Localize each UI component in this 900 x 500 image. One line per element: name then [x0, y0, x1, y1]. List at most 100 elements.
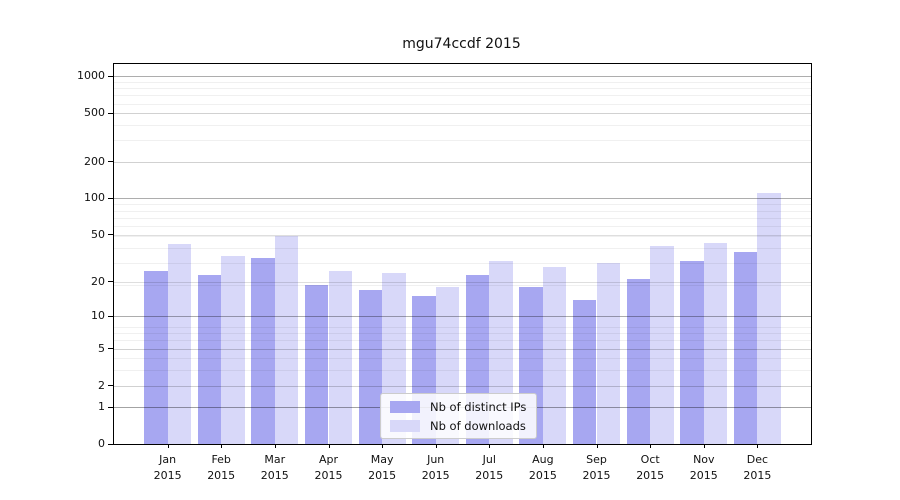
legend-label-downloads: Nb of downloads: [430, 418, 526, 433]
gridline-minor: [114, 348, 811, 350]
bar-downloads-mar: [274, 235, 299, 444]
bar-ips-mar: [251, 257, 275, 444]
x-tick-label-feb: Feb 2015: [191, 452, 251, 484]
x-tick-year: 2015: [421, 469, 450, 482]
bar-downloads-feb: [221, 256, 245, 444]
bar-downloads-sep: [596, 262, 621, 444]
bar-downloads-nov: [703, 242, 728, 444]
x-tick-label-apr: Apr 2015: [299, 452, 359, 484]
y-tick-mark-20: [108, 281, 113, 283]
x-tick-label-mar: Mar 2015: [245, 452, 305, 484]
y-tick-label-500: 500: [84, 106, 105, 120]
x-tick-year: 2015: [743, 469, 772, 482]
y-tick-mark-5: [108, 348, 113, 350]
gridline-minor: [114, 333, 811, 335]
x-tick-month: May: [370, 453, 394, 466]
x-tick-mark-aug: [542, 444, 544, 448]
gridline-minor: [114, 95, 811, 97]
x-tick-label-jan: Jan 2015: [138, 452, 198, 484]
y-tick-label-50: 50: [91, 227, 105, 241]
gridline-20: [114, 281, 811, 283]
x-tick-mark-jan: [167, 444, 169, 448]
legend-swatch-distinct-ips: [390, 400, 420, 413]
x-tick-mark-sep: [596, 444, 598, 448]
legend-item-distinct-ips: Nb of distinct IPs: [390, 399, 526, 414]
x-tick-label-dec: Dec 2015: [727, 452, 787, 484]
legend-item-downloads: Nb of downloads: [390, 418, 526, 433]
gridline-minor: [114, 204, 811, 206]
gridline-50: [114, 234, 811, 236]
x-tick-year: 2015: [314, 469, 343, 482]
x-tick-label-jul: Jul 2015: [459, 452, 519, 484]
y-tick-mark-200: [108, 161, 113, 163]
x-tick-mark-jul: [489, 444, 491, 448]
y-tick-mark-2: [108, 385, 113, 386]
gridline-minor: [114, 247, 811, 249]
x-tick-month: Apr: [318, 453, 339, 466]
gridline-200: [114, 161, 811, 163]
gridline-minor: [114, 358, 811, 360]
x-tick-mark-dec: [757, 444, 759, 448]
gridline-minor: [114, 235, 811, 237]
gridline-minor: [114, 81, 811, 83]
gridline-minor: [114, 226, 811, 227]
y-tick-mark-0: [108, 443, 113, 445]
x-tick-month: Oct: [640, 453, 660, 466]
bar-ips-jan: [144, 270, 168, 444]
gridline-100: [114, 198, 811, 200]
gridline-minor: [114, 113, 811, 115]
gridline-2: [114, 385, 811, 387]
y-tick-label-200: 200: [84, 154, 105, 168]
y-tick-mark-1000: [108, 75, 113, 77]
y-tick-mark-50: [108, 234, 113, 236]
x-tick-label-oct: Oct 2015: [620, 452, 680, 484]
y-tick-label-2: 2: [98, 378, 105, 392]
gridline-minor: [114, 103, 811, 105]
x-tick-mark-nov: [703, 444, 705, 448]
y-tick-mark-100: [108, 197, 113, 199]
gridline-500: [114, 113, 811, 115]
x-tick-label-aug: Aug 2015: [513, 452, 573, 484]
y-tick-label-1000: 1000: [77, 69, 105, 83]
gridline-minor: [114, 284, 811, 286]
gridline-minor: [114, 262, 811, 264]
x-tick-month: Dec: [746, 453, 769, 466]
gridline-10: [114, 316, 811, 318]
x-tick-year: 2015: [689, 469, 718, 482]
y-tick-mark-10: [108, 315, 113, 317]
y-tick-label-5: 5: [98, 341, 105, 355]
gridline-minor: [114, 125, 811, 126]
y-tick-mark-500: [108, 112, 113, 114]
bar-ips-oct: [626, 279, 651, 444]
x-tick-month: Sep: [586, 453, 607, 466]
x-tick-year: 2015: [582, 469, 611, 482]
y-tick-label-20: 20: [91, 274, 105, 288]
x-tick-mark-feb: [221, 444, 223, 448]
y-tick-label-100: 100: [84, 191, 105, 205]
x-tick-month: Mar: [264, 453, 286, 466]
legend-label-distinct-ips: Nb of distinct IPs: [430, 399, 527, 414]
gridline-minor: [114, 385, 811, 387]
x-tick-label-nov: Nov 2015: [674, 452, 734, 484]
gridline-minor: [114, 210, 811, 212]
x-tick-mark-oct: [650, 444, 652, 448]
gridline-minor: [114, 161, 811, 163]
x-tick-month: Jul: [482, 453, 496, 466]
gridline-minor: [114, 140, 811, 142]
legend-swatch-downloads: [390, 419, 420, 432]
bar-downloads-aug: [542, 266, 567, 444]
x-tick-mark-jun: [435, 444, 437, 448]
bar-ips-may: [358, 290, 383, 444]
x-tick-year: 2015: [475, 469, 504, 482]
bar-downloads-jan: [167, 243, 192, 444]
gridline-1000: [114, 76, 811, 78]
x-tick-month: Feb: [211, 453, 231, 466]
x-tick-mark-apr: [328, 444, 330, 448]
y-tick-mark-1: [108, 406, 113, 408]
y-tick-label-0: 0: [98, 437, 105, 450]
x-tick-month: Aug: [532, 453, 554, 466]
legend: Nb of distinct IPs Nb of downloads: [380, 393, 538, 439]
chart-title: mgu74ccdf 2015: [402, 36, 521, 52]
bar-ips-apr: [304, 284, 329, 444]
x-tick-year: 2015: [207, 469, 236, 482]
